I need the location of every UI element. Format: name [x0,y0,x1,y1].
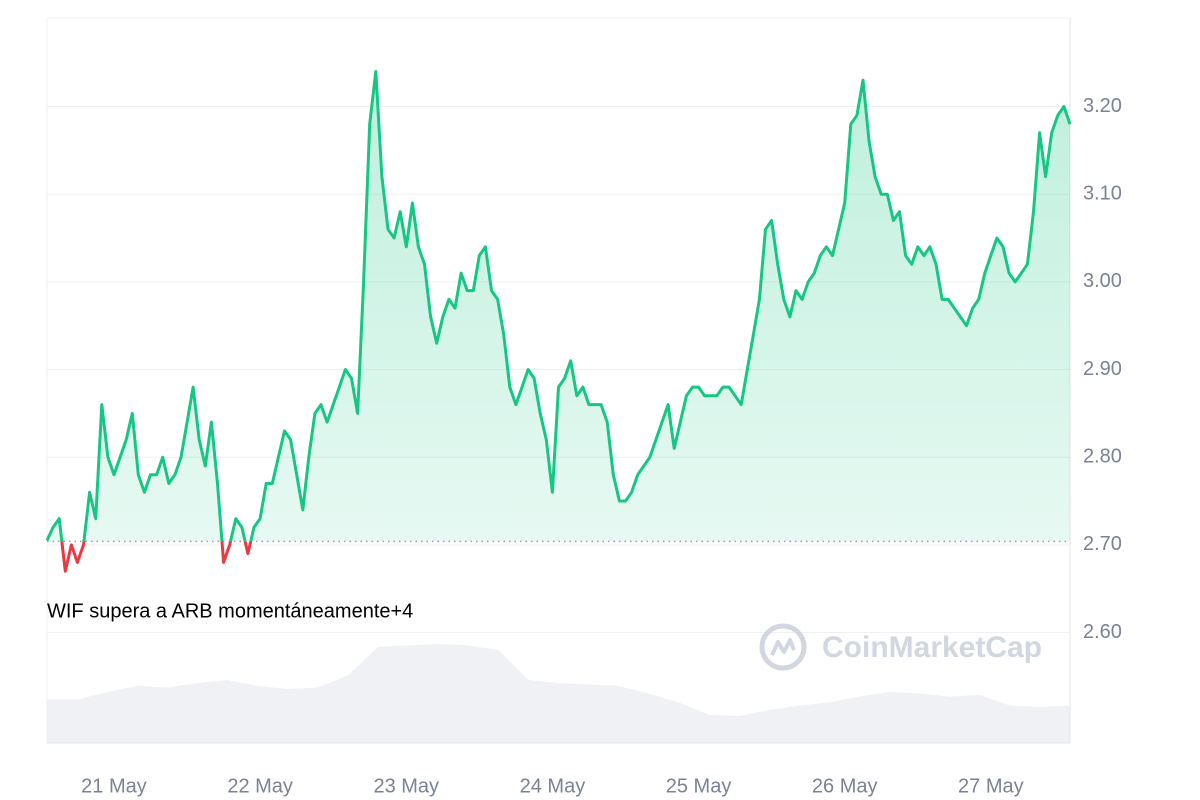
price-line [45,70,1072,573]
x-tick-label: 23 May [373,775,439,797]
annotation: WIF supera a ARB momentáneamente+4 [47,600,413,622]
x-tick-label: 22 May [227,775,293,797]
x-tick-label: 24 May [520,775,586,797]
grid-layer [47,106,1070,634]
x-tick-label: 21 May [81,775,147,797]
y-tick-label: 3.10 [1083,182,1122,204]
x-tick-label: 25 May [666,775,732,797]
watermark-logo [759,623,807,671]
watermark-logo-mark [770,638,796,656]
y-tick-label: 3.20 [1083,95,1122,117]
y-tick-label: 2.90 [1083,358,1122,380]
watermark: CoinMarketCap [759,623,1042,671]
x-tick-label: 26 May [812,775,878,797]
x-tick-label: 27 May [958,775,1024,797]
volume-layer [47,644,1070,743]
y-tick-label: 2.80 [1083,445,1122,467]
y-tick-label: 2.60 [1083,621,1122,643]
volume-area [47,644,1070,743]
watermark-text: CoinMarketCap [822,631,1042,664]
y-tick-label: 2.70 [1083,533,1122,555]
price-area [47,71,1070,542]
y-tick-label: 3.00 [1083,270,1122,292]
plot-layer [45,70,1072,573]
